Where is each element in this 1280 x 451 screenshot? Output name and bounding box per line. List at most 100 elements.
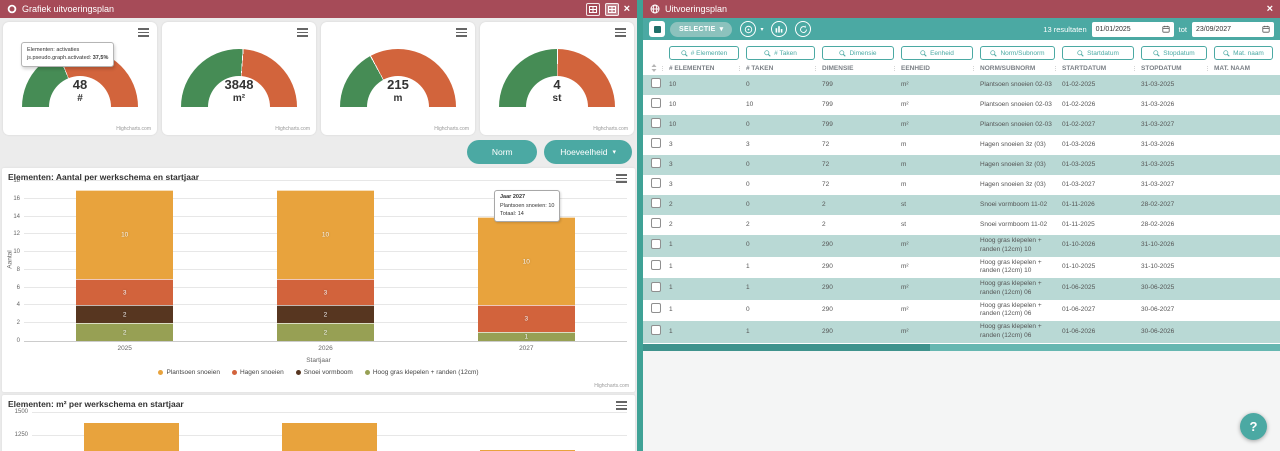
- bar-segment[interactable]: 3: [277, 278, 374, 306]
- table-row[interactable]: 3 0 72 m Hagen snoeien 3z (03) 01-03-2027 31-0…: [643, 175, 1280, 195]
- horizontal-scrollbar[interactable]: [643, 343, 1280, 351]
- row-checkbox[interactable]: [651, 303, 661, 314]
- y-axis-tick: 12: [13, 231, 20, 238]
- bar-segment[interactable]: 2: [76, 305, 173, 324]
- panel-divider[interactable]: [637, 0, 643, 451]
- layout-single-icon[interactable]: [585, 2, 600, 16]
- table-row[interactable]: 1 0 290 m² Hoog gras klepelen + randen (12cm…: [643, 299, 1280, 322]
- row-checkbox[interactable]: [651, 198, 661, 209]
- layout-split-icon[interactable]: [604, 2, 619, 16]
- column-header[interactable]: STOPDATUM: [1134, 65, 1214, 72]
- scrollbar-thumb[interactable]: [643, 343, 930, 351]
- stacked-bar[interactable]: 10 3 2 2: [76, 189, 173, 341]
- bar-segment[interactable]: 2: [76, 323, 173, 341]
- row-checkbox[interactable]: [651, 138, 661, 149]
- stop-selection-button[interactable]: [649, 21, 665, 37]
- row-checkbox[interactable]: [651, 178, 661, 189]
- norm-button[interactable]: Norm: [467, 140, 538, 164]
- table-row[interactable]: 10 0 799 m² Plantsoen snoeien 02-03 01-02-202…: [643, 75, 1280, 95]
- chart-menu-icon[interactable]: [616, 401, 627, 412]
- legend-dot: [295, 370, 301, 375]
- bar-segment[interactable]: 10: [478, 216, 575, 306]
- row-checkbox[interactable]: [651, 118, 661, 129]
- column-header[interactable]: EENHEID: [894, 65, 980, 72]
- selectie-dropdown[interactable]: SELECTIE ▾: [670, 21, 733, 37]
- checkbox-cell: [651, 116, 669, 134]
- table-row[interactable]: 10 10 799 m² Plantsoen snoeien 02-03 01-02-20…: [643, 95, 1280, 115]
- row-checkbox[interactable]: [651, 260, 661, 271]
- bar-segment[interactable]: 1: [478, 332, 575, 341]
- results-count: 13 resultaten: [1043, 24, 1087, 34]
- table-cell: 31-03-2026: [1141, 100, 1175, 108]
- hoeveelheid-dropdown[interactable]: Hoeveelheid ▾: [544, 140, 632, 164]
- row-checkbox[interactable]: [651, 98, 661, 109]
- column-header[interactable]: NORM/SUBNORM: [973, 65, 1062, 72]
- stacked-bar[interactable]: 10 3 1: [478, 216, 575, 341]
- row-checkbox[interactable]: [651, 238, 661, 249]
- table-cell: 01-02-2026: [1062, 100, 1096, 108]
- filter-button[interactable]: # Taken: [746, 46, 815, 60]
- date-to-input[interactable]: 23/09/2027: [1192, 21, 1274, 37]
- row-checkbox[interactable]: [651, 325, 661, 335]
- filter-button[interactable]: Norm/Subnorm: [980, 46, 1055, 60]
- bar-segment[interactable]: 3: [76, 278, 173, 306]
- chart-icon[interactable]: [771, 21, 788, 37]
- table-row[interactable]: 1 1 290 m² Hoog gras klepelen + randen (12cm…: [643, 256, 1280, 279]
- column-header[interactable]: DIMENSIE: [815, 65, 901, 72]
- chart-menu-icon[interactable]: [615, 28, 626, 39]
- row-checkbox[interactable]: [651, 78, 661, 89]
- filter-button[interactable]: Mat. naam: [1214, 46, 1273, 60]
- bar-segment[interactable]: 2: [277, 305, 374, 324]
- table-row[interactable]: 1 1 290 m² Hoog gras klepelen + randen (12cm…: [643, 278, 1280, 300]
- sort-icon[interactable]: [651, 63, 669, 74]
- bar-segment[interactable]: 3: [478, 305, 575, 333]
- legend-item[interactable]: Plantsoen snoeien: [158, 369, 220, 376]
- stacked-bar[interactable]: 10 3 2 2: [277, 189, 374, 341]
- chart-menu-icon[interactable]: [138, 28, 149, 39]
- column-header[interactable]: # TAKEN: [739, 65, 822, 72]
- legend-item[interactable]: Hagen snoeien: [231, 369, 284, 376]
- row-checkbox[interactable]: [651, 281, 661, 292]
- filter-button[interactable]: Stopdatum: [1141, 46, 1207, 60]
- column-header[interactable]: # ELEMENTEN: [662, 65, 746, 72]
- bar[interactable]: [480, 449, 576, 451]
- table-row[interactable]: 1 0 290 m² Hoog gras klepelen + randen (12cm…: [643, 235, 1280, 257]
- row-checkbox[interactable]: [651, 218, 661, 229]
- table-row[interactable]: 3 0 72 m Hagen snoeien 3z (03) 01-03-2025 31-0…: [643, 155, 1280, 175]
- filter-button[interactable]: Eenheid: [901, 46, 973, 60]
- bar-segment[interactable]: 10: [277, 189, 374, 279]
- legend-item[interactable]: Hoog gras klepelen + randen (12cm): [364, 369, 479, 376]
- filter-button[interactable]: # Elementen: [669, 46, 739, 60]
- help-button[interactable]: ?: [1240, 413, 1267, 440]
- bar[interactable]: [281, 423, 378, 451]
- table-row[interactable]: 2 0 2 st Snoei vormboom 11-02 01-11-2026 28-02…: [643, 195, 1280, 215]
- legend-item[interactable]: Snoei vormboom: [295, 369, 353, 376]
- table-header-row: # ELEMENTEN # TAKEN DIMENSIE EENHEID NORM/SU…: [643, 62, 1280, 75]
- chart-menu-icon[interactable]: [297, 28, 308, 39]
- close-right-panel-icon[interactable]: ×: [1266, 2, 1273, 15]
- table-cell: 31-10-2025: [1141, 262, 1175, 270]
- table-row[interactable]: 3 3 72 m Hagen snoeien 3z (03) 01-03-2026 31-0…: [643, 135, 1280, 155]
- close-left-panel-icon[interactable]: ×: [623, 2, 630, 15]
- refresh-icon[interactable]: [795, 21, 812, 37]
- bar-segment[interactable]: 2: [277, 323, 374, 341]
- date-from-input[interactable]: 01/01/2025: [1091, 21, 1174, 37]
- chevron-down-icon[interactable]: ▾: [760, 26, 764, 33]
- column-filter-row: # Elementen # Taken Dimensie Eenheid Norm/Su…: [643, 40, 1280, 62]
- target-icon[interactable]: [740, 21, 757, 37]
- table-row[interactable]: 10 0 799 m² Plantsoen snoeien 02-03 01-02-202…: [643, 115, 1280, 135]
- column-header[interactable]: MAT. NAAM: [1207, 65, 1280, 72]
- row-checkbox[interactable]: [651, 158, 661, 169]
- filter-button[interactable]: Dimensie: [822, 46, 894, 60]
- chart-menu-icon[interactable]: [616, 174, 627, 185]
- chart-menu-icon[interactable]: [456, 28, 467, 39]
- table-row[interactable]: 2 2 2 st Snoei vormboom 11-02 01-11-2025 28-02…: [643, 215, 1280, 235]
- gauge-unit: st: [552, 92, 562, 104]
- column-header[interactable]: STARTDATUM: [1055, 65, 1141, 72]
- table-cell: m²: [901, 100, 909, 108]
- filter-button[interactable]: Startdatum: [1062, 46, 1134, 60]
- table-row[interactable]: 1 1 290 m² Hoog gras klepelen + randen (12cm…: [643, 321, 1280, 343]
- bar[interactable]: [83, 423, 179, 451]
- checkbox-cell: [651, 136, 669, 154]
- bar-segment[interactable]: 10: [76, 189, 173, 279]
